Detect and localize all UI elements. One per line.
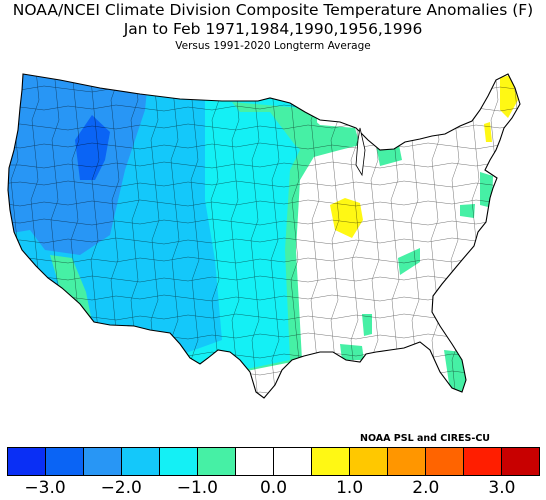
credit-label: NOAA PSL and CIRES-CU xyxy=(360,433,491,444)
division-boundary xyxy=(8,275,520,283)
division-boundary xyxy=(8,218,520,226)
division-boundary xyxy=(8,256,520,264)
colorbar-cell xyxy=(388,448,426,475)
colorbar-tick-label: 0.0 xyxy=(259,478,288,498)
upper-midwest-transition-region xyxy=(232,102,360,158)
mississippi-cool xyxy=(362,314,372,336)
colorbar-cell xyxy=(84,448,122,475)
division-boundary xyxy=(250,74,260,398)
colorbar-cell xyxy=(502,448,539,475)
colorbar-tick-label: −1.0 xyxy=(176,478,218,498)
us-climate-division-map xyxy=(0,67,524,399)
division-boundary xyxy=(270,74,280,398)
colorbar-tick-label: −2.0 xyxy=(100,478,142,498)
division-boundary xyxy=(8,199,520,207)
division-boundary xyxy=(8,237,520,245)
division-boundary xyxy=(0,67,524,73)
colorbar-cell xyxy=(46,448,84,475)
colorbar-cell xyxy=(122,448,160,475)
baseline-note: Versus 1991-2020 Longterm Average xyxy=(175,40,371,52)
lake-michigan xyxy=(355,127,366,177)
colorbar-cell xyxy=(236,448,274,475)
colorbar-tick-label: 1.0 xyxy=(336,478,364,498)
colorbar-cell xyxy=(198,448,236,475)
colorbar-tick-label: 2.0 xyxy=(412,478,440,498)
division-boundary xyxy=(8,161,520,169)
maine-warm xyxy=(500,75,518,118)
central-illinois-warm xyxy=(330,198,363,238)
colorbar-cell xyxy=(464,448,502,475)
colorbar-tick-label: −3.0 xyxy=(24,478,66,498)
colorbar-cell xyxy=(426,448,464,475)
idaho-core-region xyxy=(75,115,110,180)
division-boundary xyxy=(8,142,520,150)
colorbar-cell xyxy=(274,448,312,475)
map-subtitle: Jan to Feb 1971,1984,1990,1956,1996 xyxy=(123,20,423,38)
division-boundary xyxy=(8,180,520,188)
pennsylvania-cool xyxy=(460,204,475,218)
colorbar-tick-label: 3.0 xyxy=(488,478,516,498)
colorbar-cell xyxy=(312,448,350,475)
new-jersey-cool xyxy=(480,172,493,208)
colorbar xyxy=(7,447,540,476)
colorbar-cell xyxy=(160,448,198,475)
colorbar-cell xyxy=(350,448,388,475)
colorbar-cell xyxy=(8,448,46,475)
map-title: NOAA/NCEI Climate Division Composite Tem… xyxy=(12,1,534,19)
